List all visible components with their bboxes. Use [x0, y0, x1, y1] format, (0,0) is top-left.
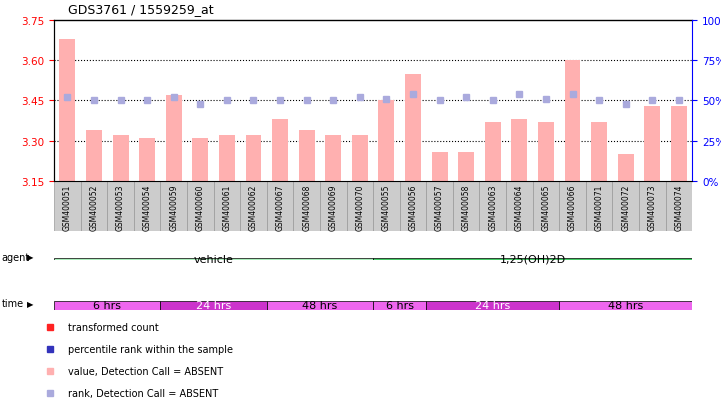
Bar: [399, 182, 426, 231]
Text: GSM400057: GSM400057: [435, 184, 444, 230]
Text: ▶: ▶: [27, 299, 34, 308]
Bar: [347, 182, 373, 231]
Bar: [107, 182, 134, 231]
Bar: [618, 155, 634, 182]
Bar: [160, 301, 267, 310]
Text: GSM400064: GSM400064: [515, 184, 524, 230]
Bar: [506, 182, 533, 231]
Bar: [511, 120, 527, 182]
Bar: [591, 123, 607, 182]
Text: value, Detection Call = ABSENT: value, Detection Call = ABSENT: [68, 366, 224, 376]
Bar: [426, 301, 559, 310]
Text: GSM400070: GSM400070: [355, 184, 364, 230]
Bar: [86, 131, 102, 182]
Bar: [267, 182, 293, 231]
Bar: [325, 136, 341, 182]
Bar: [373, 301, 426, 310]
Bar: [59, 39, 75, 182]
Text: GSM400067: GSM400067: [275, 184, 285, 230]
Bar: [187, 182, 213, 231]
Bar: [54, 182, 81, 231]
Text: time: time: [1, 299, 24, 309]
Bar: [139, 139, 155, 182]
Bar: [565, 61, 580, 182]
Text: transformed count: transformed count: [68, 323, 159, 332]
Bar: [432, 152, 448, 182]
Bar: [112, 136, 128, 182]
Text: GSM400073: GSM400073: [647, 184, 657, 230]
Bar: [240, 182, 267, 231]
Bar: [320, 182, 347, 231]
Text: GSM400071: GSM400071: [595, 184, 603, 230]
Bar: [665, 182, 692, 231]
Text: vehicle: vehicle: [194, 254, 234, 264]
Text: GSM400059: GSM400059: [169, 184, 178, 230]
Bar: [612, 182, 639, 231]
Bar: [298, 131, 314, 182]
Text: 1,25(OH)2D: 1,25(OH)2D: [500, 254, 566, 264]
Text: percentile rank within the sample: percentile rank within the sample: [68, 344, 234, 354]
Bar: [219, 136, 235, 182]
Bar: [645, 107, 660, 182]
Bar: [352, 136, 368, 182]
Text: GSM400060: GSM400060: [196, 184, 205, 230]
Bar: [293, 182, 320, 231]
Text: GSM400053: GSM400053: [116, 184, 125, 230]
Bar: [134, 182, 160, 231]
Bar: [373, 182, 399, 231]
Text: rank, Detection Call = ABSENT: rank, Detection Call = ABSENT: [68, 388, 218, 398]
Bar: [245, 136, 262, 182]
Text: 24 hrs: 24 hrs: [475, 301, 510, 311]
Bar: [453, 182, 479, 231]
Text: 48 hrs: 48 hrs: [302, 301, 337, 311]
Text: GSM400055: GSM400055: [382, 184, 391, 230]
Bar: [213, 182, 240, 231]
Bar: [373, 258, 692, 260]
Text: 24 hrs: 24 hrs: [196, 301, 231, 311]
Text: GSM400065: GSM400065: [541, 184, 550, 230]
Bar: [585, 182, 612, 231]
Bar: [54, 258, 373, 260]
Text: ▶: ▶: [27, 253, 34, 261]
Text: GSM400063: GSM400063: [488, 184, 497, 230]
Text: 48 hrs: 48 hrs: [608, 301, 643, 311]
Bar: [193, 139, 208, 182]
Text: GDS3761 / 1559259_at: GDS3761 / 1559259_at: [68, 3, 214, 16]
Bar: [81, 182, 107, 231]
Text: GSM400072: GSM400072: [622, 184, 630, 230]
Text: GSM400052: GSM400052: [89, 184, 99, 230]
Bar: [267, 301, 373, 310]
Bar: [379, 101, 394, 182]
Bar: [405, 74, 421, 182]
Text: 6 hrs: 6 hrs: [93, 301, 121, 311]
Text: GSM400054: GSM400054: [143, 184, 151, 230]
Bar: [458, 152, 474, 182]
Text: GSM400074: GSM400074: [674, 184, 684, 230]
Text: 6 hrs: 6 hrs: [386, 301, 414, 311]
Bar: [426, 182, 453, 231]
Text: GSM400051: GSM400051: [63, 184, 72, 230]
Text: GSM400068: GSM400068: [302, 184, 311, 230]
Bar: [639, 182, 665, 231]
Bar: [54, 301, 160, 310]
Bar: [479, 182, 506, 231]
Bar: [272, 120, 288, 182]
Text: agent: agent: [1, 252, 30, 262]
Text: GSM400069: GSM400069: [329, 184, 337, 230]
Text: GSM400066: GSM400066: [568, 184, 577, 230]
Bar: [559, 182, 585, 231]
Bar: [671, 107, 687, 182]
Bar: [533, 182, 559, 231]
Bar: [166, 96, 182, 182]
Text: GSM400061: GSM400061: [222, 184, 231, 230]
Text: GSM400058: GSM400058: [461, 184, 471, 230]
Bar: [538, 123, 554, 182]
Bar: [485, 123, 500, 182]
Text: GSM400056: GSM400056: [409, 184, 417, 230]
Bar: [160, 182, 187, 231]
Bar: [559, 301, 692, 310]
Text: GSM400062: GSM400062: [249, 184, 258, 230]
